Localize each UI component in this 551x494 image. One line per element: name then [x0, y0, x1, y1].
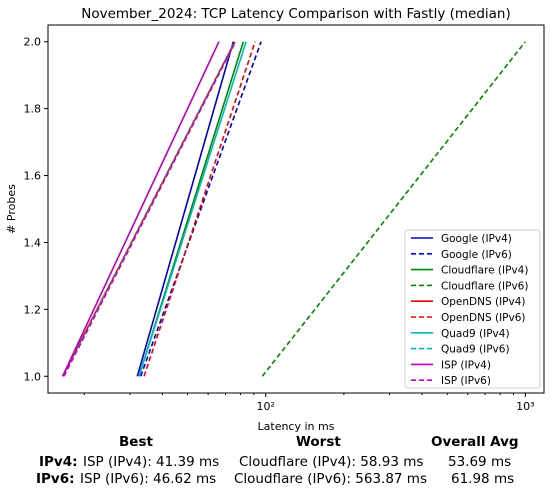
- legend-label-cloudflare-ipv4: Cloudflare (IPv4): [441, 265, 528, 277]
- legend-label-google-ipv4: Google (IPv4): [441, 233, 512, 245]
- y-tick-label: 1.4: [24, 236, 42, 249]
- ipv6-best-value: ISP (IPv6): 46.62 ms: [80, 471, 217, 487]
- y-tick-label: 1.8: [24, 103, 42, 116]
- legend-label-quad9-ipv6: Quad9 (IPv6): [441, 344, 510, 356]
- series-line-google-ipv4: [136, 41, 235, 377]
- y-tick-label: 1.6: [24, 170, 42, 183]
- legend-box: [404, 229, 541, 389]
- series-line-google-ipv6: [139, 41, 262, 377]
- series-line-isp-ipv6: [63, 41, 237, 377]
- worst-header: Worst: [296, 434, 341, 450]
- x-axis: 10² 10³: [83, 393, 535, 413]
- series-line-opendns-ipv6: [143, 41, 256, 377]
- legend-label-quad9-ipv4: Quad9 (IPv4): [441, 328, 510, 340]
- x-tick-label: 10³: [516, 400, 534, 413]
- series-lines: [61, 41, 526, 377]
- ipv4-row-label: IPv4:: [39, 454, 78, 470]
- legend-label-isp-ipv4: ISP (IPv4): [441, 359, 491, 371]
- ipv6-row-label: IPv6:: [36, 471, 75, 487]
- series-line-isp-ipv4: [61, 41, 220, 377]
- best-header: Best: [119, 434, 153, 450]
- ipv4-avg-value: 53.69 ms: [448, 454, 512, 470]
- summary-stats: Best Worst Overall Avg IPv4: ISP (IPv4):…: [0, 432, 551, 494]
- y-axis: 1.0 1.2 1.4 1.6 1.8 2.0: [24, 36, 48, 383]
- legend-label-cloudflare-ipv6: Cloudflare (IPv6): [441, 280, 528, 292]
- chart-title: November_2024: TCP Latency Comparison wi…: [81, 6, 511, 22]
- chart: November_2024: TCP Latency Comparison wi…: [5, 6, 545, 432]
- legend-label-google-ipv6: Google (IPv6): [441, 249, 512, 261]
- series-line-quad9-ipv4: [138, 41, 247, 377]
- y-tick-label: 1.0: [24, 370, 42, 383]
- ipv6-avg-value: 61.98 ms: [451, 471, 515, 487]
- ipv4-best-value: ISP (IPv4): 41.39 ms: [83, 454, 220, 470]
- ipv6-worst-value: Cloudflare (IPv6): 563.87 ms: [234, 471, 427, 487]
- overall-avg-header: Overall Avg: [431, 434, 519, 450]
- x-tick-label: 10²: [257, 400, 275, 413]
- y-axis-label: # Probes: [5, 184, 18, 234]
- legend: Google (IPv4) Google (IPv6) Cloudflare (IP…: [404, 229, 541, 389]
- ipv4-worst-value: Cloudflare (IPv4): 58.93 ms: [239, 454, 424, 470]
- y-tick-label: 1.2: [24, 303, 42, 316]
- legend-label-opendns-ipv4: OpenDNS (IPv4): [441, 296, 526, 308]
- series-line-cloudflare-ipv6: [261, 41, 526, 377]
- legend-label-opendns-ipv6: OpenDNS (IPv6): [441, 312, 526, 324]
- legend-label-isp-ipv6: ISP (IPv6): [441, 375, 491, 387]
- y-tick-label: 2.0: [24, 36, 42, 49]
- x-axis-label: Latency in ms: [258, 420, 335, 432]
- plot-area: [47, 24, 545, 394]
